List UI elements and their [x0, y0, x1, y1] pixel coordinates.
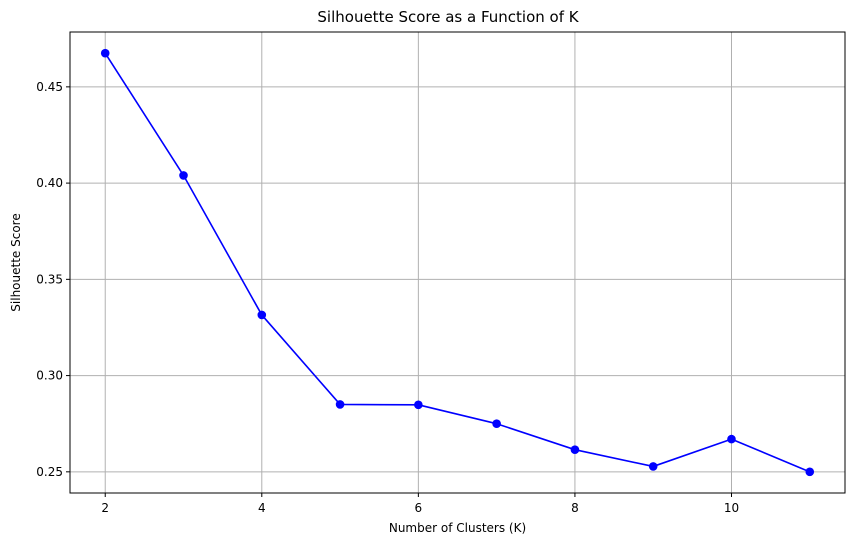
data-point-k2: [100, 48, 110, 58]
x-tick-label-4: 10: [724, 501, 739, 515]
plot-frame: [69, 31, 846, 494]
data-point-k9: [648, 462, 658, 471]
y-axis-label: Silhouette Score: [9, 213, 23, 311]
series-layer: [100, 48, 815, 477]
data-point-k11: [805, 467, 815, 477]
tick-layer: 2 4 6 8 10 0.25 0.30 0.35 0.40 0.45: [36, 80, 739, 515]
data-point-k5: [335, 400, 345, 409]
y-tick-label-3: 0.40: [36, 176, 63, 190]
data-point-k8: [570, 445, 580, 454]
grid-layer: [70, 32, 845, 493]
data-point-k6: [414, 400, 423, 410]
x-tick-label-3: 8: [571, 501, 579, 515]
series-line-0: [104, 52, 811, 473]
data-point-k10: [727, 434, 736, 444]
chart-title: Silhouette Score as a Function of K: [317, 8, 579, 26]
y-tick-label-2: 0.35: [36, 272, 63, 286]
data-point-k7: [492, 419, 501, 429]
y-tick-label-1: 0.30: [36, 369, 63, 383]
data-point-k4: [257, 310, 267, 320]
x-tick-label-0: 2: [101, 501, 109, 515]
y-tick-label-0: 0.25: [36, 465, 63, 479]
y-tick-label-4: 0.45: [36, 80, 63, 94]
data-point-k3: [179, 171, 188, 180]
x-tick-label-1: 4: [258, 501, 266, 515]
x-tick-label-2: 6: [415, 501, 423, 515]
x-axis-label: Number of Clusters (K): [389, 521, 526, 535]
